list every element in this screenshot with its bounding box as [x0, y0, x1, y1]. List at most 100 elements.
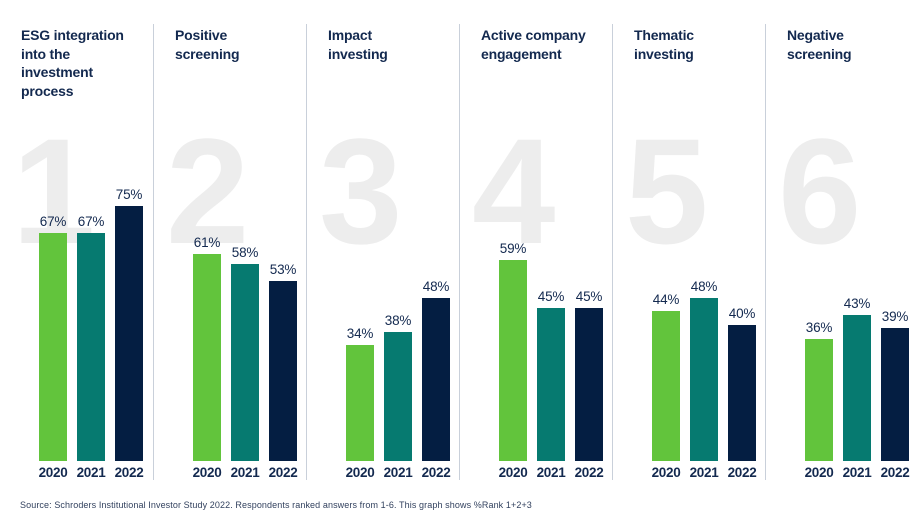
bar-value-label: 61% — [193, 234, 221, 250]
year-label: 2022 — [880, 465, 910, 480]
bar-2020 — [346, 345, 374, 461]
year-label: 2020 — [804, 465, 834, 480]
bar-2021 — [231, 263, 259, 461]
year-label: 2021 — [76, 465, 106, 480]
bar-2022 — [728, 325, 756, 461]
panel-rank-5: 5 Thematic investing 44% 2020 48% 2021 40% 2022 — [612, 24, 765, 480]
bars-group: 67% 2020 67% 2021 75% 2022 — [39, 187, 144, 480]
year-label: 2021 — [842, 465, 872, 480]
panel-title-line: Negative — [787, 27, 844, 43]
rank-number: 2 — [166, 107, 249, 275]
panel-title-line: Thematic — [634, 27, 694, 43]
bar-2021 — [384, 331, 412, 461]
bar-value-label: 40% — [728, 306, 756, 321]
bar-column-2022: 45% 2022 — [575, 289, 604, 480]
bar-2020 — [193, 253, 221, 461]
year-label: 2021 — [689, 465, 719, 480]
bar-column-2020: 67% 2020 — [39, 214, 68, 480]
panel-rank-3: 3 Impact investing 34% 2020 38% 2021 48% 2022 — [306, 24, 459, 480]
panel-title: Active company engagement — [460, 24, 612, 63]
bar-value-label: 53% — [269, 261, 297, 277]
panel-title-line: process — [21, 82, 74, 99]
year-label: 2021 — [230, 465, 260, 480]
panel-title-line: screening — [175, 45, 240, 62]
bar-value-label: 39% — [881, 309, 909, 325]
panel-rank-4: 4 Active company engagement 59% 2020 45% 2021 4… — [459, 24, 612, 480]
bar-value-label: 36% — [805, 319, 833, 335]
panel-title-line: into the — [21, 45, 70, 62]
panel-title: Thematic investing — [613, 24, 765, 63]
panel-title: Impact investing — [307, 24, 459, 63]
rank-number: 5 — [625, 107, 708, 275]
bar-column-2021: 67% 2021 — [76, 214, 106, 480]
panel-title: ESG integration into the investment process — [0, 24, 153, 100]
panel-title-line: investment — [21, 64, 93, 80]
bar-column-2022: 53% 2022 — [268, 261, 298, 480]
bar-2021 — [537, 308, 565, 461]
year-label: 2022 — [421, 465, 451, 480]
year-label: 2020 — [651, 465, 681, 480]
bar-column-2020: 34% 2020 — [345, 326, 375, 480]
bar-column-2020: 44% 2020 — [651, 292, 681, 480]
bar-2020 — [499, 260, 527, 461]
year-label: 2020 — [192, 465, 222, 480]
rank-number: 3 — [319, 107, 402, 275]
panel-title-line: Active company — [481, 27, 586, 43]
bar-value-label: 38% — [384, 312, 412, 328]
panel-rank-6: 6 Negative screening 36% 2020 43% 2021 39% 2022 — [765, 24, 918, 480]
bar-2022 — [422, 297, 450, 461]
bar-value-label: 43% — [843, 295, 871, 311]
year-label: 2020 — [345, 465, 375, 480]
panel-title-line: Positive — [175, 27, 228, 43]
year-label: 2020 — [498, 465, 528, 480]
bar-column-2022: 40% 2022 — [727, 306, 757, 480]
bar-column-2021: 58% 2021 — [230, 245, 260, 480]
panel-title: Positive screening — [154, 24, 306, 63]
bars-group: 44% 2020 48% 2021 40% 2022 — [651, 278, 757, 480]
rank-number: 4 — [472, 107, 555, 275]
bar-2020 — [652, 311, 680, 461]
bar-2020 — [39, 233, 67, 461]
panel-title-line: investing — [328, 45, 388, 62]
bar-value-label: 44% — [652, 292, 680, 308]
panel-title-line: Impact — [328, 27, 372, 43]
panel-rank-2: 2 Positive screening 61% 2020 58% 2021 53% 2022 — [153, 24, 306, 480]
bar-column-2020: 36% 2020 — [804, 319, 834, 480]
bar-column-2021: 43% 2021 — [842, 295, 872, 480]
year-label: 2022 — [268, 465, 298, 480]
panel-title: Negative screening — [766, 24, 918, 63]
bar-value-label: 48% — [422, 278, 450, 294]
bar-value-label: 59% — [499, 241, 527, 257]
source-text: Source: Schroders Institutional Investor… — [20, 500, 532, 510]
panel-title-line: engagement — [481, 45, 562, 62]
year-label: 2022 — [727, 465, 757, 480]
panel-title-line: screening — [787, 45, 852, 62]
bar-2020 — [805, 338, 833, 461]
panel-title-line: ESG integration — [21, 27, 124, 43]
bar-2022 — [115, 206, 143, 461]
year-label: 2021 — [536, 465, 566, 480]
bar-column-2021: 48% 2021 — [689, 278, 719, 480]
bars-group: 61% 2020 58% 2021 53% 2022 — [192, 234, 298, 480]
bar-column-2022: 39% 2022 — [880, 309, 910, 480]
bar-value-label: 34% — [346, 326, 374, 342]
rank-number: 6 — [778, 107, 861, 275]
panel-rank-1: 1 ESG integration into the investment proces… — [0, 24, 153, 480]
bar-column-2020: 59% 2020 — [498, 241, 528, 480]
bars-group: 36% 2020 43% 2021 39% 2022 — [804, 295, 910, 480]
bar-column-2022: 48% 2022 — [421, 278, 451, 480]
bar-2021 — [690, 297, 718, 461]
bar-2022 — [269, 280, 297, 461]
bar-2022 — [881, 328, 909, 461]
bar-column-2022: 75% 2022 — [115, 187, 144, 480]
panel-title-line: investing — [634, 45, 694, 62]
bar-value-label: 67% — [77, 214, 105, 230]
bar-column-2021: 38% 2021 — [384, 312, 413, 480]
bar-column-2021: 45% 2021 — [536, 289, 566, 480]
bar-2021 — [77, 233, 105, 461]
bar-2022 — [575, 308, 603, 461]
bar-value-label: 48% — [690, 278, 718, 294]
bar-value-label: 45% — [575, 289, 603, 304]
bars-group: 34% 2020 38% 2021 48% 2022 — [345, 278, 451, 480]
